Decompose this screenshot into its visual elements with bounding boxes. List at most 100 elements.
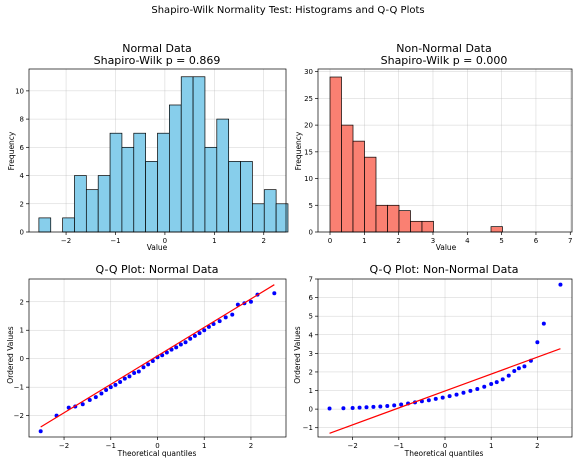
histogram-normal-ytick-label-2: 4	[20, 172, 25, 180]
histogram-normal-bar-15	[216, 118, 230, 233]
histogram-normal-xtick-label-3: 1	[212, 237, 216, 245]
qq-non-normal-xtick-label-2: 0	[443, 442, 447, 450]
histogram-normal-ytick-label-5: 10	[15, 87, 24, 95]
histogram-non-normal-xtick-label-0: 0	[328, 237, 332, 245]
histogram-normal-xtick-label-0: −2	[61, 237, 71, 245]
qq-normal-point-14	[132, 370, 137, 375]
qq-normal-point-37	[248, 299, 253, 304]
histogram-normal-title-line1: Normal Data	[122, 42, 192, 55]
histogram-normal-ylabel: Frequency	[7, 131, 16, 170]
qq-non-normal-ytick-label-7: 6	[309, 294, 314, 302]
histogram-non-normal-plot: 0 1 2 3 4 5 6 7 0 5 10 15 20 25 30	[304, 68, 572, 245]
qq-non-normal-point-20	[475, 387, 480, 392]
histogram-non-normal-title-line2: Shapiro-Wilk p = 0.000	[381, 54, 508, 67]
qq-non-normal-point-9	[399, 402, 404, 407]
histogram-non-normal-bar-8	[421, 220, 434, 233]
histogram-non-normal-xtick-label-6: 6	[534, 237, 539, 245]
qq-normal-point-23	[174, 345, 179, 350]
qq-non-normal-point-25	[506, 373, 511, 378]
qq-normal-point-12	[122, 376, 127, 381]
histogram-non-normal-frame	[317, 68, 573, 233]
qq-non-normal-point-3	[357, 405, 362, 410]
histogram-normal-ytick-label-1: 2	[20, 200, 24, 208]
histogram-normal-bar-17	[240, 161, 253, 233]
qq-normal-xtick-label-3: 1	[202, 442, 206, 450]
histogram-normal-plot: −2 −1 0 1 2 0 2 4 6 8 10	[15, 68, 289, 245]
qq-non-normal-ytick-label-3: 2	[309, 368, 313, 376]
histogram-normal-bar-14	[204, 146, 218, 233]
qq-normal-point-34	[230, 312, 235, 317]
qq-non-normal-point-4	[364, 405, 369, 410]
qq-normal-point-7	[99, 391, 104, 396]
histogram-normal-xtick-label-4: 2	[262, 237, 266, 245]
histogram-normal-bar-12	[180, 76, 194, 233]
qq-non-normal-point-32	[558, 282, 563, 287]
qq-normal-point-33	[223, 315, 228, 320]
qq-non-normal-point-13	[426, 398, 431, 403]
histogram-normal-bar-8	[133, 132, 146, 233]
qq-non-normal-ytick-label-6: 5	[309, 313, 313, 321]
histogram-non-normal-xtick-label-5: 5	[499, 237, 503, 245]
histogram-non-normal-ytick-label-3: 15	[304, 148, 313, 156]
figure-title: Shapiro-Wilk Normality Test: Histograms …	[151, 5, 424, 16]
qq-non-normal-ylabel: Ordered Values	[293, 326, 302, 384]
histogram-non-normal-bar-3	[364, 156, 377, 233]
histogram-normal-bar-5	[97, 175, 111, 233]
qq-non-normal-point-24	[500, 377, 505, 382]
qq-normal-ylabel: Ordered Values	[6, 326, 15, 384]
qq-normal-xtick-label-0: −2	[59, 442, 69, 450]
qq-normal-point-6	[93, 395, 98, 400]
qq-non-normal-point-6	[378, 404, 383, 409]
qq-non-normal-xtick-label-4: 2	[535, 442, 539, 450]
qq-non-normal-point-5	[371, 404, 376, 409]
qq-normal-ytick-label-2: 0	[20, 355, 24, 363]
panel-qq-normal: Q-Q Plot: Normal Data Theoretical quanti…	[6, 263, 287, 458]
qq-normal-point-25	[183, 340, 188, 345]
qq-normal-point-11	[118, 380, 123, 385]
histogram-normal-ytick-label-3: 6	[20, 144, 25, 152]
qq-non-normal-point-0	[327, 406, 332, 411]
qq-non-normal-ytick-label-1: 0	[309, 406, 313, 414]
qq-normal-point-10	[113, 382, 118, 387]
histogram-normal-bar-3	[74, 175, 87, 233]
histogram-non-normal-bar-4	[375, 204, 388, 233]
histogram-non-normal-xtick-label-7: 7	[568, 237, 572, 245]
qq-non-normal-ytick-label-0: −1	[303, 424, 313, 432]
qq-normal-ytick-label-0: −2	[14, 412, 24, 420]
qq-normal-point-15	[136, 369, 141, 374]
qq-non-normal-xtick-label-1: −1	[394, 442, 404, 450]
histogram-non-normal-ytick-label-1: 5	[309, 202, 313, 210]
qq-non-normal-point-7	[385, 403, 390, 408]
qq-normal-point-13	[127, 374, 132, 379]
qq-non-normal-point-14	[433, 396, 438, 401]
histogram-normal-bar-19	[263, 189, 277, 233]
histogram-normal-bar-16	[228, 161, 241, 233]
qq-normal-point-8	[104, 388, 109, 393]
qq-normal-xtick-label-4: 2	[249, 442, 253, 450]
histogram-normal-frame	[28, 68, 287, 233]
qq-non-normal-point-17	[454, 392, 459, 397]
qq-normal-point-29	[202, 328, 207, 333]
histogram-normal-xtick-label-1: −1	[110, 237, 120, 245]
histogram-non-normal-xtick-label-3: 3	[431, 237, 435, 245]
qq-non-normal-ytick-label-8: 7	[309, 276, 313, 284]
qq-non-normal-ytick-label-5: 4	[309, 331, 314, 339]
qq-normal-point-4	[80, 402, 85, 407]
histogram-non-normal-ytick-label-4: 20	[304, 122, 313, 130]
qq-normal-point-17	[146, 362, 151, 367]
qq-normal-xtick-label-1: −1	[106, 442, 116, 450]
histogram-normal-bar-0	[38, 217, 52, 233]
qq-non-normal-xtick-label-3: 1	[489, 442, 493, 450]
qq-non-normal-ytick-label-4: 3	[309, 350, 313, 358]
qq-normal-point-0	[38, 429, 43, 434]
histogram-non-normal-xtick-label-2: 2	[396, 237, 400, 245]
qq-non-normal-point-15	[440, 395, 445, 400]
qq-normal-point-5	[87, 397, 92, 402]
histogram-normal-bar-10	[157, 132, 170, 233]
histogram-non-normal-bar-7	[410, 220, 423, 233]
histogram-non-normal-xtick-label-4: 4	[465, 237, 470, 245]
qq-normal-ytick-label-4: 2	[20, 298, 24, 306]
histogram-normal-bar-2	[62, 217, 75, 233]
qq-normal-ytick-label-1: −1	[14, 384, 24, 392]
histogram-normal-bar-13	[192, 76, 206, 233]
